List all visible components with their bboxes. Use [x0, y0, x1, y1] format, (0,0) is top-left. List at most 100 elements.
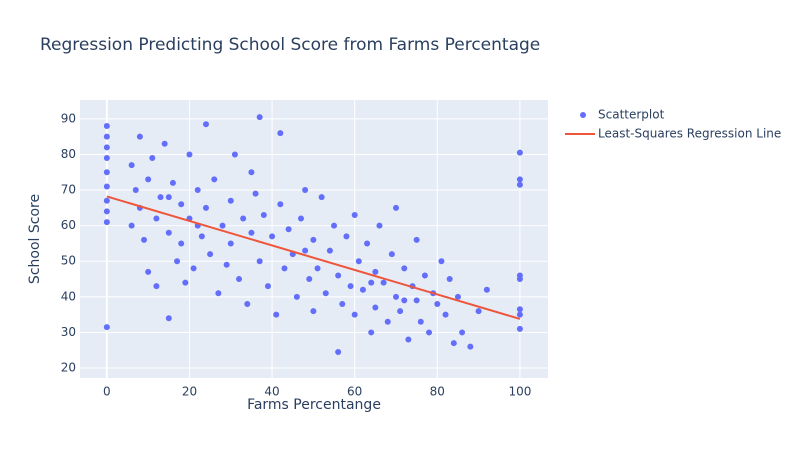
grid — [80, 100, 548, 378]
scatter-point — [343, 233, 350, 240]
scatter-point — [442, 311, 449, 318]
y-tick-label: 80 — [61, 147, 76, 161]
legend: Scatterplot Least-Squares Regression Line — [565, 108, 781, 141]
scatter-point — [331, 222, 338, 229]
scatter-point — [318, 194, 325, 201]
scatter-point — [351, 311, 358, 318]
scatter-point — [103, 169, 110, 176]
scatter-point — [384, 318, 391, 325]
scatter-point — [136, 133, 143, 140]
scatter-point — [372, 304, 379, 311]
scatter-point — [165, 315, 172, 322]
scatter-point — [388, 251, 395, 258]
scatter-point — [326, 247, 333, 254]
scatter-point — [368, 279, 375, 286]
scatter-point — [446, 276, 453, 283]
scatter-point — [302, 247, 309, 254]
scatter-point — [310, 236, 317, 243]
scatter-point — [269, 233, 276, 240]
scatter-point — [244, 300, 251, 307]
scatter-point — [103, 219, 110, 226]
scatter-point — [475, 308, 482, 315]
scatter-point — [516, 149, 523, 156]
scatter-point — [306, 276, 313, 283]
scatter-point — [103, 133, 110, 140]
scatter-point — [405, 336, 412, 343]
marks — [103, 114, 523, 356]
scatter-point — [293, 293, 300, 300]
scatter-point — [264, 283, 271, 290]
scatter-point — [145, 268, 152, 275]
y-tick-label: 40 — [61, 289, 76, 303]
scatter-point — [252, 190, 259, 197]
scatter-point — [248, 229, 255, 236]
scatter-point — [161, 140, 168, 147]
scatter-point — [227, 197, 234, 204]
scatter-point — [355, 258, 362, 265]
scatter-point — [103, 208, 110, 215]
scatter-point — [426, 329, 433, 336]
scatter-point — [178, 201, 185, 208]
scatter-point — [364, 240, 371, 247]
scatter-point — [297, 215, 304, 222]
scatter-point — [103, 155, 110, 162]
scatter-point — [103, 324, 110, 331]
scatter-point — [128, 162, 135, 169]
scatter-point — [256, 258, 263, 265]
y-tick-label: 70 — [61, 183, 76, 197]
scatter-point — [417, 318, 424, 325]
scatter-point — [198, 233, 205, 240]
scatter-point — [153, 283, 160, 290]
scatter-point — [459, 329, 466, 336]
scatter-point — [434, 300, 441, 307]
scatter-point — [359, 286, 366, 293]
legend-marker — [580, 112, 586, 118]
scatter-point — [141, 236, 148, 243]
y-tick-label: 20 — [61, 361, 76, 375]
scatter-point — [169, 179, 176, 186]
scatter-point — [392, 293, 399, 300]
scatter-point — [450, 340, 457, 347]
x-tick-label: 80 — [430, 385, 445, 399]
scatter-point — [454, 293, 461, 300]
scatter-point — [103, 144, 110, 151]
regression-line — [106, 195, 521, 320]
scatter-point — [103, 183, 110, 190]
scatter-point — [157, 194, 164, 201]
scatter-point — [347, 283, 354, 290]
scatter-point — [236, 276, 243, 283]
scatter-point — [202, 204, 209, 211]
scatter-point — [413, 236, 420, 243]
scatter-point — [186, 151, 193, 158]
scatter-point — [310, 308, 317, 315]
x-tick-label: 100 — [508, 385, 531, 399]
y-axis-title: School Score — [27, 194, 43, 284]
scatter-point — [103, 197, 110, 204]
scatter-point — [376, 222, 383, 229]
scatter-point — [153, 215, 160, 222]
scatter-point — [103, 122, 110, 129]
scatter-point — [397, 308, 404, 315]
legend-label: Least-Squares Regression Line — [598, 127, 781, 141]
scatter-point — [227, 240, 234, 247]
scatter-point — [516, 181, 523, 188]
scatter-point — [194, 187, 201, 194]
scatter-point — [178, 240, 185, 247]
scatter-point — [401, 265, 408, 272]
x-tick-label: 20 — [182, 385, 197, 399]
scatter-point — [380, 279, 387, 286]
legend-label: Scatterplot — [598, 108, 665, 122]
scatter-point — [174, 258, 181, 265]
scatter-point — [516, 306, 523, 313]
scatter-point — [516, 325, 523, 332]
scatter-point — [322, 290, 329, 297]
scatter-point — [165, 229, 172, 236]
scatter-point — [335, 349, 342, 356]
scatter-point — [202, 121, 209, 128]
scatter-point — [165, 194, 172, 201]
scatter-point — [219, 222, 226, 229]
scatter-point — [231, 151, 238, 158]
scatter-point — [314, 265, 321, 272]
y-tick-label: 30 — [61, 325, 76, 339]
